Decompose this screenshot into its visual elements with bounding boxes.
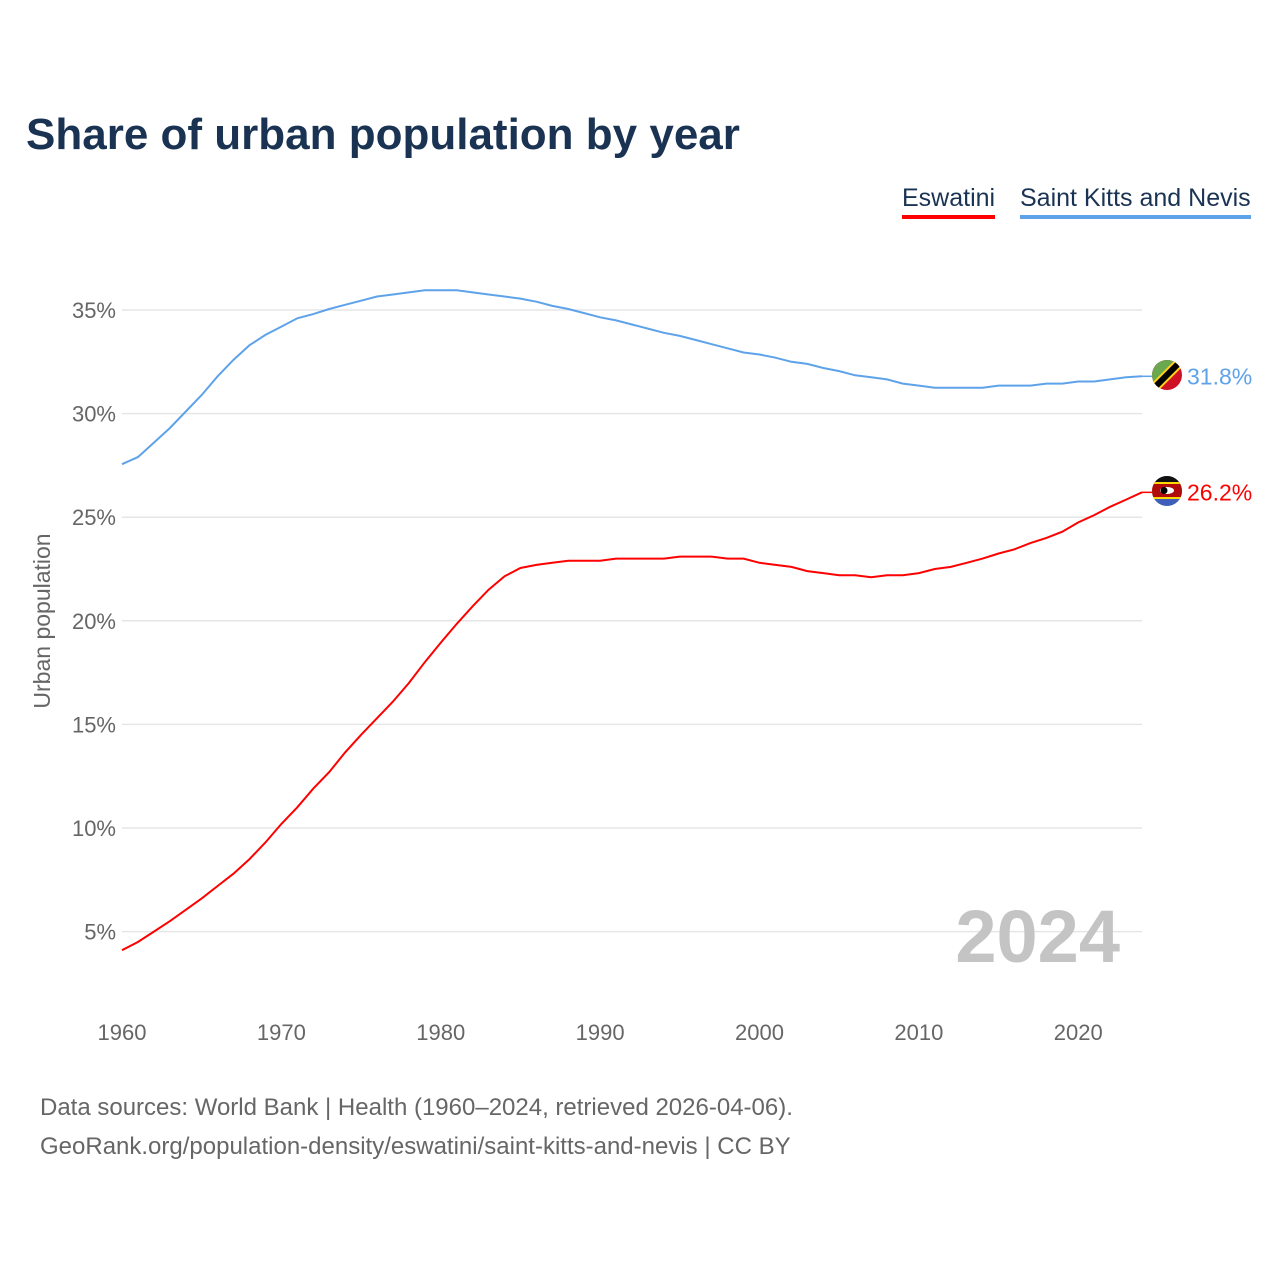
y-tick-label: 35% bbox=[72, 298, 116, 323]
eswatini-flag-icon bbox=[1152, 476, 1182, 506]
y-tick-label: 30% bbox=[72, 402, 116, 427]
source-url-text[interactable]: GeoRank.org/population-density/eswatini/… bbox=[40, 1133, 791, 1160]
data-sources-text: Data sources: World Bank | Health (1960–… bbox=[40, 1094, 793, 1121]
series-line-saint-kitts-and-nevis bbox=[121, 289, 1143, 466]
y-tick-label: 10% bbox=[72, 816, 116, 841]
x-tick-label: 1970 bbox=[257, 1020, 306, 1045]
footer: Data sources: World Bank | Health (1960–… bbox=[40, 1088, 793, 1166]
legend-item-eswatini[interactable]: Eswatini bbox=[902, 184, 996, 219]
x-tick-label: 2000 bbox=[735, 1020, 784, 1045]
y-tick-label: 20% bbox=[72, 609, 116, 634]
y-tick-label: 25% bbox=[72, 505, 116, 530]
x-tick-label: 1980 bbox=[416, 1020, 465, 1045]
chart-title: Share of urban population by year bbox=[26, 110, 740, 159]
x-tick-label: 1990 bbox=[576, 1020, 625, 1045]
end-value-label-eswatini: 26.2% bbox=[1187, 479, 1252, 505]
legend-item-saint-kitts-and-nevis[interactable]: Saint Kitts and Nevis bbox=[1020, 184, 1251, 219]
series-line-eswatini bbox=[121, 491, 1143, 952]
y-axis-label: Urban population bbox=[29, 533, 55, 708]
y-tick-label: 15% bbox=[72, 712, 116, 737]
end-value-label-saint-kitts-and-nevis: 31.8% bbox=[1187, 363, 1252, 389]
x-tick-label: 2020 bbox=[1054, 1020, 1103, 1045]
y-tick-label: 5% bbox=[84, 920, 116, 945]
saint-kitts-and-nevis-flag-icon bbox=[1152, 360, 1182, 390]
year-watermark: 2024 bbox=[955, 895, 1120, 978]
x-tick-label: 1960 bbox=[98, 1020, 147, 1045]
x-tick-label: 2010 bbox=[894, 1020, 943, 1045]
